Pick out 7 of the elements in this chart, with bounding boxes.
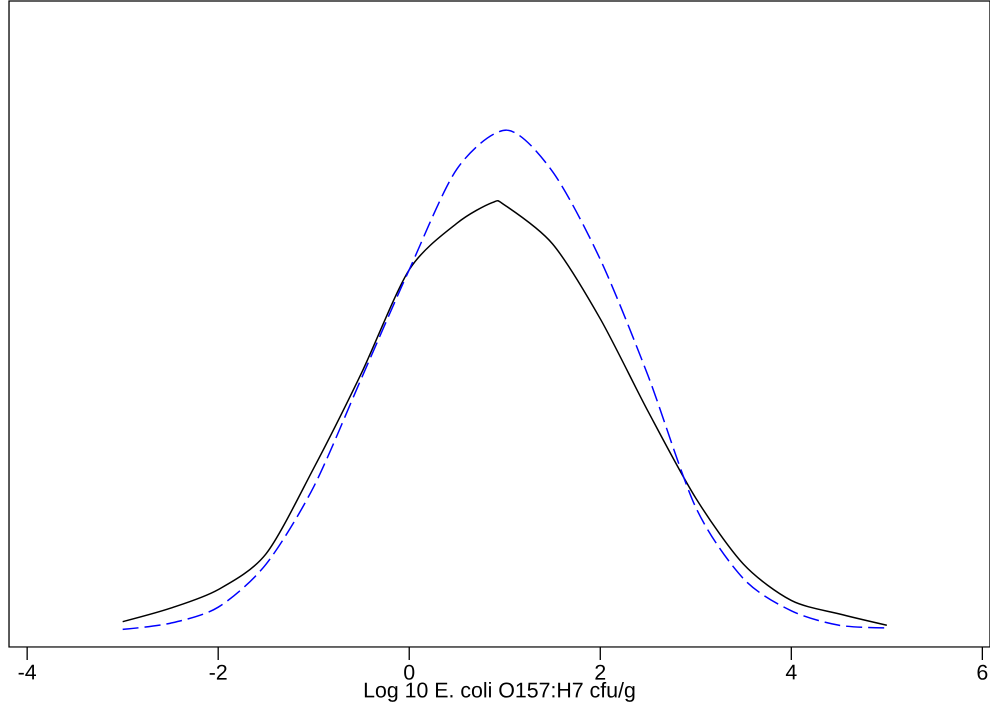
x-tick-label: 2 xyxy=(595,664,606,680)
x-tick-label: 4 xyxy=(786,664,797,680)
x-tick-label: -2 xyxy=(210,664,227,680)
x-tick-label: -4 xyxy=(18,664,36,680)
x-tick-label: 6 xyxy=(978,664,988,680)
x-axis-title: Log 10 E. coli O157:H7 cfu/g xyxy=(364,682,634,702)
x-tick-label: 0 xyxy=(404,664,414,680)
